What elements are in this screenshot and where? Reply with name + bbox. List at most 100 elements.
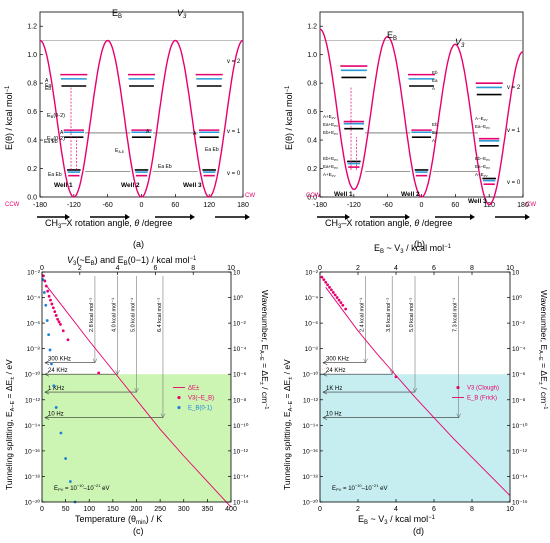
panel-b-v3-label: V3	[455, 37, 465, 49]
y-tick-label: 10⁻²⁰	[25, 499, 41, 507]
panel-a-well3: Well 3	[183, 182, 202, 189]
top-tick-label: 10	[506, 265, 514, 272]
freq-label: 24 KHz	[48, 368, 68, 374]
x-tick-label: 4	[394, 506, 398, 513]
panel-a-xlabel: CH3–X rotation angle, θ /degree	[45, 218, 172, 230]
energy-marker-label: 6.4 kcal mol⁻¹	[157, 298, 163, 332]
x-tick-label: 400	[225, 506, 237, 513]
series-point-1	[49, 298, 52, 302]
x-tick-label: 50	[62, 506, 70, 513]
panel-b-v1-label: v = 1	[507, 128, 521, 134]
y-tick-label: 10⁻¹⁶	[24, 448, 40, 455]
series-point-2	[59, 431, 63, 435]
rotation-arrowhead	[245, 214, 250, 220]
y2-tick-label: 10⁻¹⁶	[233, 500, 249, 507]
series-point-1	[59, 322, 62, 326]
panel-c-ticks: 0 50 100 150 200 250 300 350 400 0 2 4 6 8 10 10⁻² 10⁻⁴ 1…	[24, 265, 248, 513]
rotation-arrowhead	[125, 214, 130, 220]
y-tick-label: 0.0	[27, 195, 37, 202]
legend-label: V3(~E_B)	[188, 396, 214, 402]
rotation-arrowhead	[190, 214, 195, 220]
panel-a-lbl-ea: Ea	[45, 83, 51, 89]
y2-tick-label: 10⁰	[512, 294, 522, 302]
x-tick-label: -60	[103, 202, 113, 209]
series-point-0	[344, 307, 348, 311]
series-line-1	[325, 287, 511, 496]
x-tick-label: 60	[451, 202, 459, 209]
series-point-2	[68, 480, 72, 483]
panel-b-lbl-eb-epv-1: Eb+EPV	[323, 130, 338, 136]
panel-d-xlabel: EB ~ V3 / kcal mol−1	[358, 514, 436, 526]
y-tick-label: 10⁻¹⁴	[24, 423, 40, 430]
series-point-1	[44, 284, 48, 288]
caption-a: (a)	[133, 239, 144, 249]
panel-b-lbl-ea-epv-1: Ea+EPV	[323, 122, 338, 128]
y-tick-label: 0.4	[307, 138, 317, 145]
panel-a-cw: CW	[245, 193, 255, 199]
y2-tick-label: 10⁻¹⁶	[512, 500, 528, 507]
energy-marker-label: 3.8 kcal mol⁻¹	[386, 298, 392, 332]
panel-a-v0-label: v = 0	[227, 171, 241, 177]
y-tick-label: 0.6	[27, 109, 37, 116]
y-tick-label: 10⁻¹⁶	[302, 448, 318, 455]
panel-b-rotation-arrows	[317, 214, 530, 220]
top-tick-label: 4	[394, 265, 398, 272]
panel-b-well3: Well 3	[468, 198, 487, 205]
panel-a-potential-curve	[39, 39, 244, 198]
panel-b-lbl-eb-mid-2: Eb	[432, 70, 438, 75]
panel-d-ylabel-right: Wavenumber, EA−E = ΔE± / cm−1	[537, 290, 549, 410]
x-tick-label: 180	[237, 202, 249, 209]
series-point-0	[341, 303, 345, 307]
series-point-2	[64, 457, 68, 460]
series-point-2	[50, 362, 53, 366]
y2-tick-label: 10⁻⁶	[233, 372, 247, 379]
x-tick-label: 180	[517, 202, 529, 209]
y2-tick-label: 10⁻⁴	[512, 346, 526, 353]
panel-b-levels	[320, 40, 523, 185]
panel-d-frame	[319, 271, 511, 503]
x-tick-label: -120	[67, 202, 81, 209]
x-tick-label: 350	[202, 506, 214, 513]
panel-a-eb-label: EB	[112, 8, 122, 20]
panel-b-well2: Well 2	[401, 191, 420, 198]
panel-b-ccw: CCW	[306, 193, 321, 199]
series-point-0	[331, 291, 335, 294]
panel-c-xlabel: Temperature (θmin) / K	[75, 514, 162, 526]
series-point-0	[330, 288, 333, 292]
panel-b-lbl-eb-epv-0: Eb+EPV	[323, 156, 338, 162]
x-tick-label: 120	[483, 202, 495, 209]
panel-a-eb02-label-top: EB(0-2)	[47, 113, 65, 119]
series-point-0	[339, 301, 343, 305]
top-tick-label: 6	[432, 265, 436, 272]
x-tick-label: 300	[178, 506, 190, 513]
x-tick-label: 6	[432, 506, 436, 513]
x-tick-label: 60	[171, 202, 179, 209]
y2-tick-label: 10⁻²	[512, 321, 526, 328]
series-point-1	[50, 302, 54, 306]
panel-a-lbl-a-top: A	[45, 78, 49, 84]
panel-b-lbl-a-epv-0: A+EPV	[323, 172, 336, 178]
x-tick-label: 150	[107, 506, 119, 513]
x-tick-label: 250	[154, 506, 166, 513]
panel-a-ylabel: E(θ) / kcal mol−1	[4, 85, 14, 150]
y2-tick-label: 10⁰	[233, 294, 243, 302]
panel-b-lbl-am-epv-1: A−EPV	[475, 116, 488, 122]
x-tick-label: 0	[140, 202, 144, 209]
panel-d-top-label: EB ~ V3 / kcal mol−1	[374, 243, 452, 255]
y-tick-label: 10⁻⁶	[27, 321, 41, 328]
series-point-0	[320, 275, 324, 279]
panel-a-lbl-eaeb-1: Ea Eb	[44, 139, 58, 145]
freq-arrowhead	[322, 389, 328, 395]
top-tick-label: 0	[318, 265, 322, 272]
x-tick-label: 0	[40, 506, 44, 513]
y-tick-label: 0.4	[27, 138, 37, 145]
series-point-0	[337, 298, 341, 302]
panel-b-lbl-eam-epv-0: Ea−EPV	[475, 164, 490, 170]
series-point-1	[54, 314, 58, 317]
top-tick-label: 2	[78, 265, 82, 272]
legend-marker	[177, 405, 181, 410]
series-point-1	[42, 274, 45, 278]
series-point-1	[51, 306, 55, 310]
panel-b-xlabel: CH3–X rotation angle, θ /degree	[325, 218, 452, 230]
